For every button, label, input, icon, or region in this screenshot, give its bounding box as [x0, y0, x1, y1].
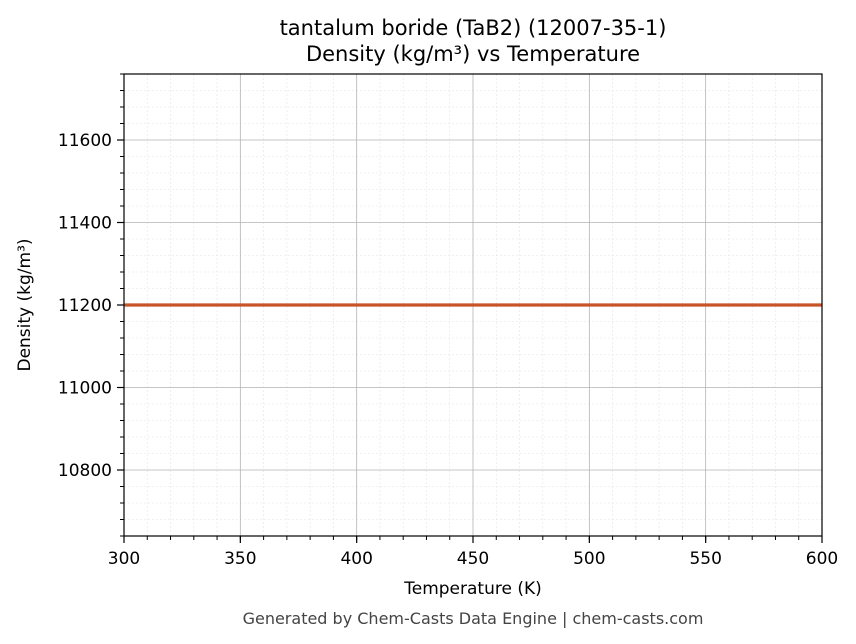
x-tick-label: 350 — [224, 549, 256, 569]
x-tick-label: 500 — [573, 549, 605, 569]
x-tick-label: 550 — [689, 549, 721, 569]
x-tick-label: 400 — [340, 549, 372, 569]
y-tick-label: 11000 — [58, 379, 112, 399]
y-axis-ticks: 10800 11000 11200 11400 11600 — [58, 73, 124, 537]
footer-credit: Generated by Chem-Casts Data Engine | ch… — [243, 609, 704, 628]
chart-title-line1: tantalum boride (TaB2) (12007-35-1) — [280, 16, 667, 40]
y-tick-label: 11400 — [58, 214, 112, 234]
y-tick-label: 11600 — [58, 131, 112, 151]
chart-title-line2: Density (kg/m³) vs Temperature — [306, 42, 640, 66]
x-axis-label: Temperature (K) — [403, 579, 542, 599]
x-tick-label: 300 — [108, 549, 140, 569]
y-tick-label: 10800 — [58, 461, 112, 481]
x-tick-label: 600 — [806, 549, 838, 569]
y-tick-label: 11200 — [58, 296, 112, 316]
y-axis-label: Density (kg/m³) — [15, 238, 35, 371]
x-tick-label: 450 — [457, 549, 489, 569]
x-axis-ticks: 300 350 400 450 500 550 600 — [108, 536, 838, 569]
